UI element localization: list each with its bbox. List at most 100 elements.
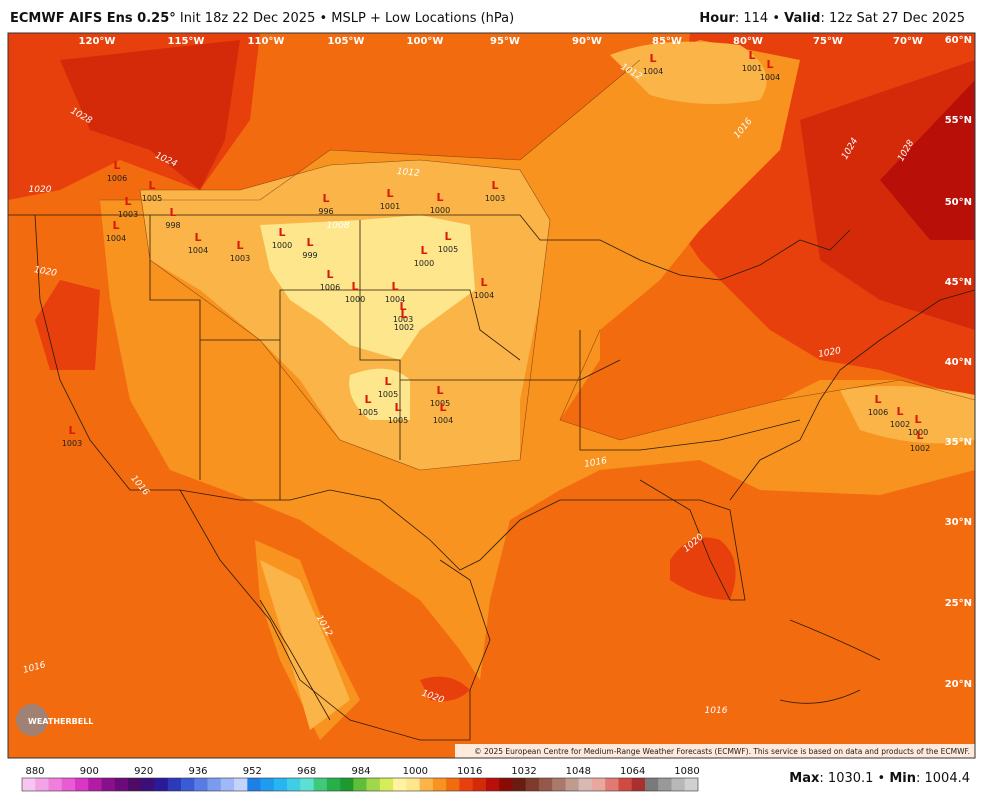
low-symbol: L bbox=[113, 159, 120, 172]
colorbar-label: 936 bbox=[188, 766, 207, 777]
colorbar-label: 1032 bbox=[511, 766, 536, 777]
colorbar-label: 1000 bbox=[403, 766, 428, 777]
zone-1008-at bbox=[840, 386, 975, 444]
low-symbol: L bbox=[916, 429, 923, 442]
colorbar-label: 968 bbox=[297, 766, 316, 777]
colorbar: 880 900 920 936 952 968 984 1000 1016 1032 1048 106… bbox=[21, 766, 700, 792]
low-pressure: 1004 bbox=[643, 67, 663, 76]
low-symbol: L bbox=[386, 187, 393, 200]
low-pressure: 998 bbox=[165, 221, 180, 230]
low-symbol: L bbox=[439, 401, 446, 414]
lon-label: 85°W bbox=[652, 36, 682, 47]
contour-label: 1008 bbox=[327, 221, 350, 231]
colorbar-swatch bbox=[591, 778, 606, 791]
high-nw2 bbox=[60, 40, 240, 190]
low-symbol: L bbox=[322, 192, 329, 205]
valid-value: : 12z Sat 27 Dec 2025 bbox=[820, 11, 965, 26]
lat-label: 55°N bbox=[945, 115, 972, 126]
low-symbol: L bbox=[420, 244, 427, 257]
lat-label: 20°N bbox=[945, 679, 972, 690]
colorbar-swatch bbox=[499, 778, 513, 791]
high-w bbox=[35, 280, 100, 370]
colorbar-swatch bbox=[432, 778, 447, 791]
colorbar-label: 952 bbox=[243, 766, 262, 777]
colorbar-swatch bbox=[512, 778, 526, 791]
map: 120°W 115°W 110°W 105°W 100°W 95°W 90°W 85°W 80°… bbox=[8, 33, 975, 758]
low-symbol: L bbox=[364, 393, 371, 406]
low-pressure: 1006 bbox=[320, 283, 340, 292]
colorbar-swatch bbox=[552, 778, 566, 791]
low-symbol: L bbox=[444, 230, 451, 243]
colorbar-swatch bbox=[578, 778, 593, 791]
colorbar-swatch bbox=[300, 778, 314, 791]
low-pressure: 1006 bbox=[107, 174, 127, 183]
colorbar-swatch bbox=[671, 778, 686, 791]
low-symbol: L bbox=[896, 405, 903, 418]
header-left: ECMWF AIFS Ens 0.25° Init 18z 22 Dec 202… bbox=[10, 11, 514, 26]
low-symbol: L bbox=[148, 179, 155, 192]
zone-1004 bbox=[260, 215, 475, 360]
contour-label: 1020 bbox=[29, 185, 52, 195]
low-pressure: 1004 bbox=[760, 73, 780, 82]
hour-label: Hour bbox=[699, 11, 735, 26]
low-pressure: 999 bbox=[302, 251, 317, 260]
colorbar-swatch bbox=[326, 778, 341, 791]
low-pressure: 1004 bbox=[385, 295, 405, 304]
colorbar-swatch bbox=[61, 778, 76, 791]
colorbar-swatch bbox=[631, 778, 646, 791]
colorbar-swatch bbox=[273, 778, 288, 791]
max-value: : 1030.1 • bbox=[819, 771, 889, 786]
colorbar-swatch bbox=[48, 778, 63, 791]
low-pressure: 1003 bbox=[230, 254, 250, 263]
lon-label: 105°W bbox=[328, 36, 365, 47]
colorbar-swatch bbox=[167, 778, 182, 791]
low-symbol: L bbox=[384, 375, 391, 388]
colorbar-swatch bbox=[644, 778, 659, 791]
colorbar-swatch bbox=[75, 778, 89, 791]
low-pressure: 1000 bbox=[345, 295, 365, 304]
colorbar-swatch bbox=[406, 778, 420, 791]
low-symbol: L bbox=[326, 268, 333, 281]
low-pressure: 1000 bbox=[430, 206, 450, 215]
low-symbol: L bbox=[236, 239, 243, 252]
colorbar-swatch bbox=[128, 778, 142, 791]
colorbar-swatch bbox=[605, 778, 619, 791]
colorbar-swatch bbox=[419, 778, 434, 791]
colorbar-swatch bbox=[565, 778, 580, 791]
colorbar-swatch bbox=[207, 778, 222, 791]
low-pressure: 1003 bbox=[393, 315, 413, 324]
map-frame bbox=[7, 32, 976, 759]
low-symbol: L bbox=[766, 58, 773, 71]
colorbar-swatch bbox=[22, 778, 36, 791]
low-pressure: 1004 bbox=[106, 234, 126, 243]
zone-1004b bbox=[349, 368, 410, 420]
colorbar-label: 900 bbox=[80, 766, 99, 777]
header-right: Hour: 114 • Valid: 12z Sat 27 Dec 2025 bbox=[699, 11, 965, 26]
low-pressure: 1000 bbox=[414, 259, 434, 268]
colorbar-swatch bbox=[485, 778, 500, 791]
logo: WEATHERBELL bbox=[28, 717, 93, 726]
low-pressure: 1000 bbox=[272, 241, 292, 250]
low-pressure: 1000 bbox=[908, 428, 928, 437]
low-pressure: 1005 bbox=[378, 390, 398, 399]
low-symbol: L bbox=[436, 384, 443, 397]
low-symbol: L bbox=[491, 179, 498, 192]
colorbar-swatch bbox=[287, 778, 301, 791]
lat-label: 40°N bbox=[945, 357, 972, 368]
low-pressure: 1003 bbox=[118, 210, 138, 219]
low-pressure: 1005 bbox=[388, 416, 408, 425]
lon-label: 90°W bbox=[572, 36, 602, 47]
low-symbol: L bbox=[874, 393, 881, 406]
lon-label: 95°W bbox=[490, 36, 520, 47]
colorbar-label: 1016 bbox=[457, 766, 482, 777]
contour-label: 1016 bbox=[705, 706, 728, 716]
colorbar-label: 920 bbox=[134, 766, 153, 777]
lon-label: 110°W bbox=[248, 36, 285, 47]
lat-label: 30°N bbox=[945, 517, 972, 528]
colorbar-label: 1080 bbox=[674, 766, 699, 777]
valid-label: Valid bbox=[784, 11, 820, 26]
low-symbol: L bbox=[400, 308, 407, 321]
high-fl bbox=[670, 537, 736, 600]
low-symbol: L bbox=[649, 52, 656, 65]
low-pressure: 1004 bbox=[433, 416, 453, 425]
